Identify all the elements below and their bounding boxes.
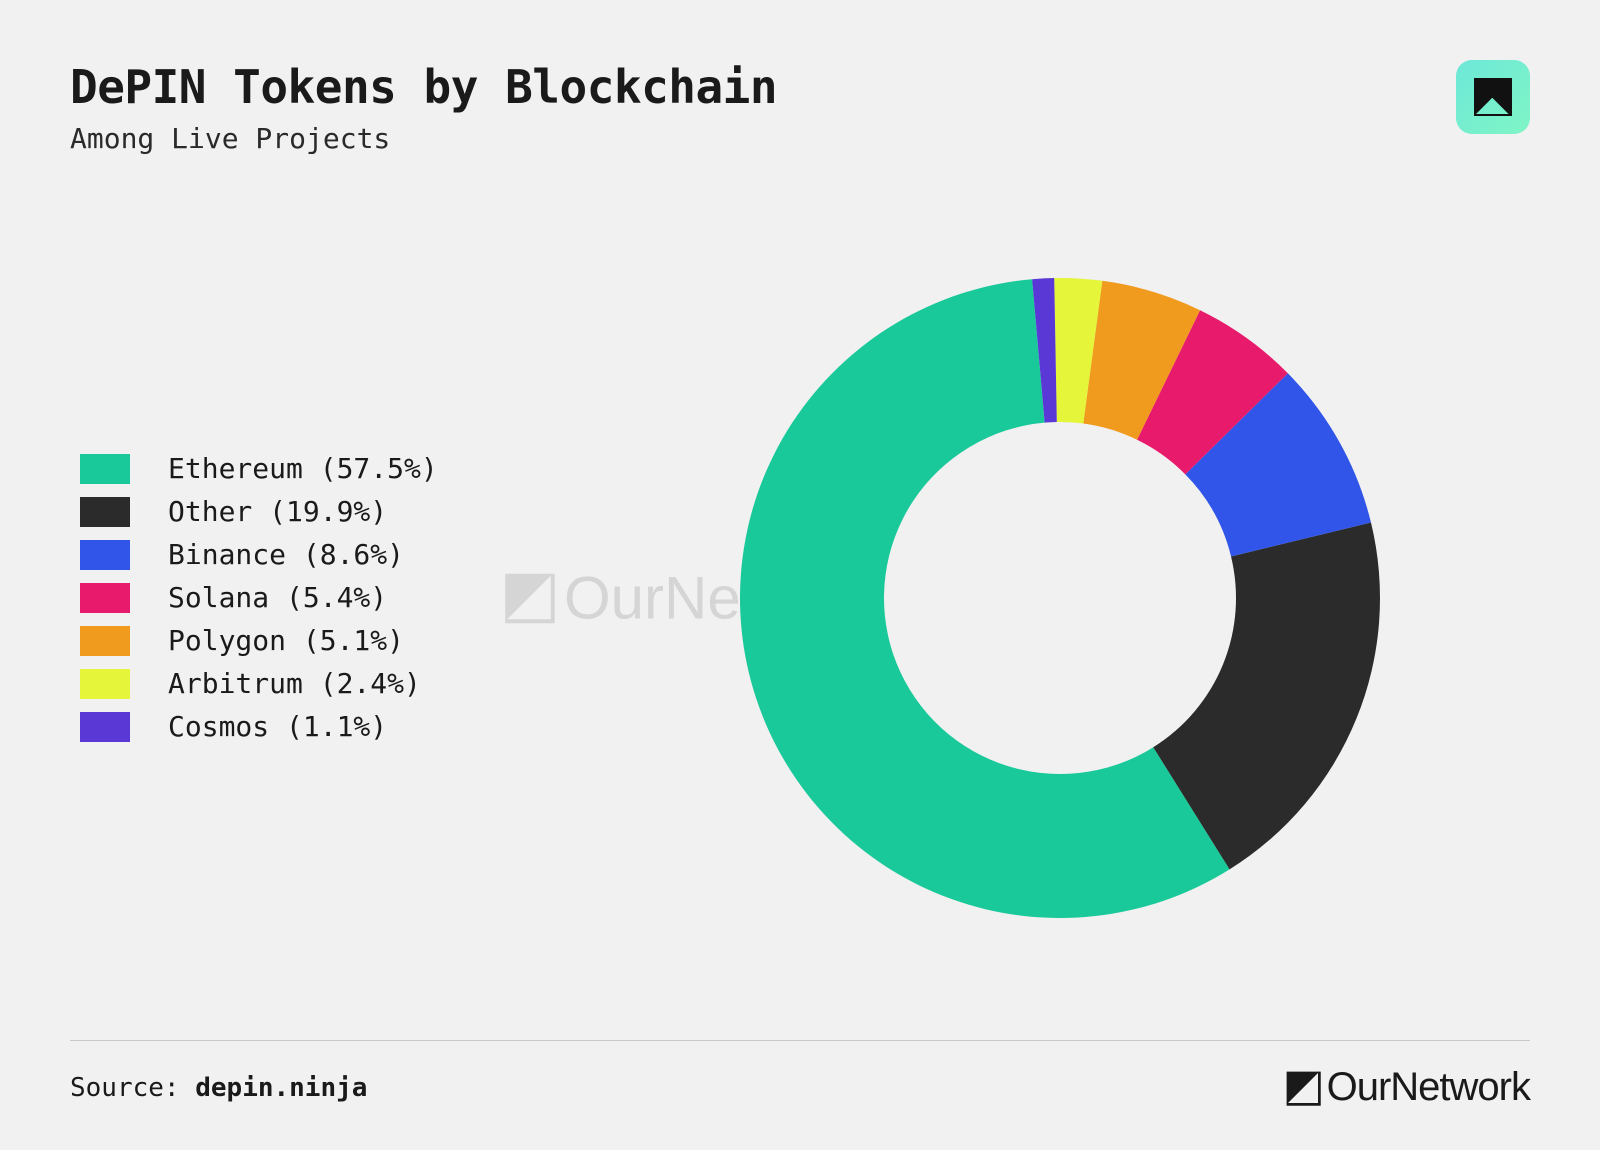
legend-label: Ethereum (57.5%) — [168, 452, 438, 485]
legend-label: Binance (8.6%) — [168, 538, 404, 571]
header: DePIN Tokens by Blockchain Among Live Pr… — [70, 60, 1530, 155]
logo-badge — [1456, 60, 1530, 134]
footer: Source: depin.ninja OurNetwork — [70, 1040, 1530, 1110]
legend-item: Arbitrum (2.4%) — [80, 667, 590, 700]
legend-label: Polygon (5.1%) — [168, 624, 404, 657]
legend-item: Solana (5.4%) — [80, 581, 590, 614]
logo-badge-icon — [1471, 75, 1515, 119]
legend-swatch — [80, 626, 130, 656]
source-label: Source: — [70, 1073, 195, 1103]
legend-item: Ethereum (57.5%) — [80, 452, 590, 485]
brand: OurNetwork — [1283, 1065, 1530, 1110]
legend: Ethereum (57.5%) Other (19.9%) Binance (8.… — [70, 442, 590, 753]
chart-subtitle: Among Live Projects — [70, 122, 777, 155]
legend-item: Polygon (5.1%) — [80, 624, 590, 657]
legend-swatch — [80, 540, 130, 570]
donut-chart — [710, 248, 1410, 948]
legend-item: Other (19.9%) — [80, 495, 590, 528]
legend-swatch — [80, 712, 130, 742]
legend-label: Solana (5.4%) — [168, 581, 387, 614]
chart-title: DePIN Tokens by Blockchain — [70, 60, 777, 114]
legend-swatch — [80, 497, 130, 527]
legend-swatch — [80, 669, 130, 699]
chart-wrap — [590, 155, 1530, 1040]
source-line: Source: depin.ninja — [70, 1073, 367, 1103]
legend-swatch — [80, 454, 130, 484]
legend-label: Arbitrum (2.4%) — [168, 667, 421, 700]
legend-swatch — [80, 583, 130, 613]
brand-icon — [1283, 1068, 1323, 1108]
chart-card: DePIN Tokens by Blockchain Among Live Pr… — [0, 0, 1600, 1150]
title-block: DePIN Tokens by Blockchain Among Live Pr… — [70, 60, 777, 155]
brand-name: OurNetwork — [1327, 1065, 1530, 1110]
source-name: depin.ninja — [195, 1073, 367, 1103]
legend-label: Other (19.9%) — [168, 495, 387, 528]
legend-item: Binance (8.6%) — [80, 538, 590, 571]
legend-label: Cosmos (1.1%) — [168, 710, 387, 743]
legend-item: Cosmos (1.1%) — [80, 710, 590, 743]
main-area: OurNetwork Ethereum (57.5%)Other (19.9%)… — [70, 155, 1530, 1040]
